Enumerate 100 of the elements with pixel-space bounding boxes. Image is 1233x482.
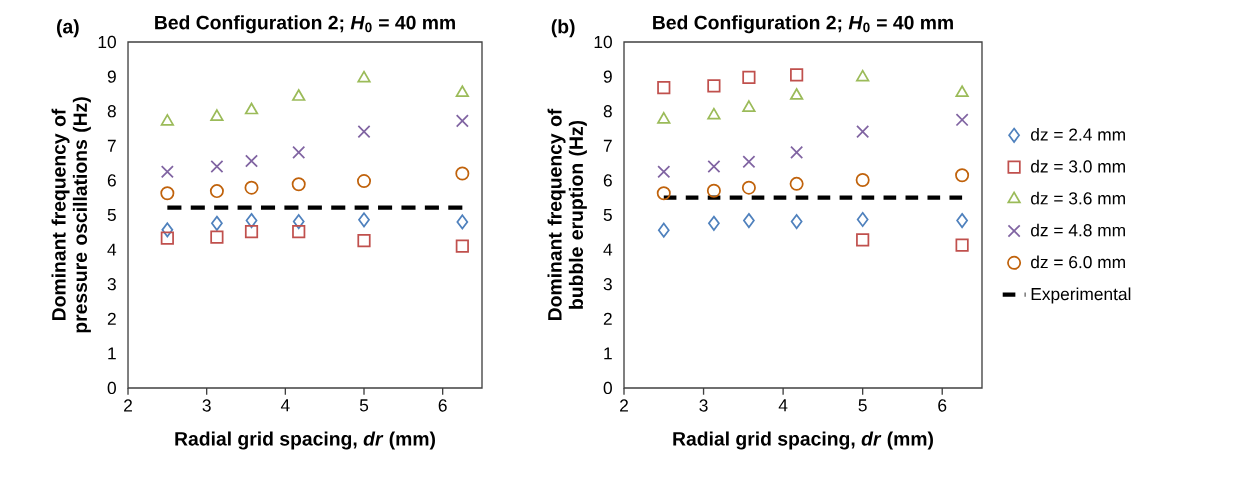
point	[209, 184, 224, 199]
point	[955, 168, 970, 183]
y-tick-label: 4	[107, 243, 117, 256]
legend-label: dz = 4.8 mm	[1031, 223, 1125, 237]
point	[657, 165, 671, 179]
point	[357, 174, 372, 189]
x-tick-label: 2	[620, 399, 628, 412]
point	[455, 85, 469, 98]
point	[657, 222, 670, 238]
point	[708, 215, 720, 231]
y-tick-label: 2	[107, 312, 116, 325]
point	[357, 233, 371, 248]
legend-label: dz = 6.0 mm	[1031, 255, 1125, 269]
y-tick-label: 10	[98, 35, 116, 49]
point	[357, 70, 371, 83]
y-tick-label: 3	[603, 278, 612, 291]
y-axis-title: Dominant frequency of bubble eruption (Hz)	[547, 108, 587, 321]
x-axis-title: Radial grid spacing, dr (mm)	[175, 431, 435, 450]
point	[455, 166, 470, 181]
point	[656, 186, 671, 201]
chart-title: Bed Configuration 2; H$_{0}$ = 40 mm	[653, 15, 953, 34]
point	[856, 125, 870, 139]
y-tick-label: 9	[107, 70, 116, 83]
point	[160, 231, 174, 245]
x-tick-label: 6	[938, 399, 947, 412]
point	[292, 214, 305, 230]
point	[210, 230, 224, 244]
y-tick-label: 8	[603, 105, 612, 118]
point	[956, 212, 968, 229]
point	[856, 69, 870, 82]
point	[856, 233, 870, 247]
legend-label: Experimental	[1031, 287, 1131, 304]
point	[657, 81, 671, 95]
y-tick-label: 1	[604, 347, 612, 360]
point	[707, 107, 721, 120]
x-tick-label: 3	[202, 399, 211, 412]
point	[357, 125, 371, 139]
text: (a)	[56, 19, 79, 38]
y-tick-label: 6	[107, 174, 116, 187]
legend-label: dz = 2.4 mm	[1031, 127, 1125, 141]
y-tick-label: 1	[108, 347, 116, 360]
point	[742, 100, 756, 112]
point	[790, 145, 804, 159]
point	[244, 154, 259, 168]
point	[210, 160, 224, 174]
y-tick-label: 0	[107, 381, 116, 395]
point	[211, 215, 223, 231]
x-tick-label: 5	[858, 399, 867, 412]
text: (b)	[551, 19, 575, 38]
point	[743, 212, 755, 229]
point	[161, 222, 174, 238]
y-tick-label: 3	[107, 278, 116, 291]
x-tick-label: 4	[280, 399, 290, 412]
y-tick-label: 4	[603, 243, 613, 256]
point	[742, 70, 756, 84]
point	[244, 180, 259, 195]
point	[790, 214, 803, 230]
y-axis-title: Dominant frequency of pressure oscillations (Hz)	[51, 97, 91, 333]
y-tick-label: 9	[603, 70, 612, 83]
point	[160, 165, 174, 179]
point	[789, 88, 804, 100]
point	[955, 113, 969, 127]
x-tick-label: 5	[359, 399, 369, 412]
y-tick-label: 0	[603, 381, 612, 395]
x-axis-title: Radial grid spacing, dr (mm)	[673, 431, 933, 450]
point	[456, 214, 469, 230]
point	[790, 68, 804, 82]
point	[742, 155, 756, 169]
point	[855, 173, 870, 188]
x-tick-label: 6	[438, 399, 447, 412]
y-tick-label: 2	[603, 312, 612, 325]
point	[657, 111, 671, 124]
point	[245, 212, 258, 229]
point	[292, 225, 306, 239]
point	[160, 186, 175, 201]
y-tick-label: 7	[107, 139, 116, 152]
x-tick-label: 2	[124, 399, 132, 412]
point	[707, 160, 721, 174]
legend-label: dz = 3.6 mm	[1031, 191, 1125, 205]
y-tick-label: 8	[107, 105, 116, 118]
point	[358, 212, 370, 228]
point	[856, 211, 869, 228]
y-tick-label: 5	[603, 208, 612, 222]
point	[244, 225, 259, 239]
legend-label: dz = 3.0 mm	[1031, 159, 1125, 173]
point	[955, 238, 969, 252]
point	[955, 85, 969, 98]
point	[210, 109, 224, 121]
x-tick-label: 4	[778, 399, 788, 412]
point	[292, 145, 306, 159]
point	[244, 102, 259, 115]
y-tick-label: 6	[603, 174, 612, 187]
y-tick-label: 10	[594, 35, 612, 49]
point	[455, 114, 469, 128]
point	[706, 183, 721, 198]
point	[291, 177, 306, 192]
x-tick-label: 3	[699, 399, 708, 412]
point	[455, 239, 469, 253]
point	[707, 79, 721, 93]
point	[292, 89, 306, 101]
